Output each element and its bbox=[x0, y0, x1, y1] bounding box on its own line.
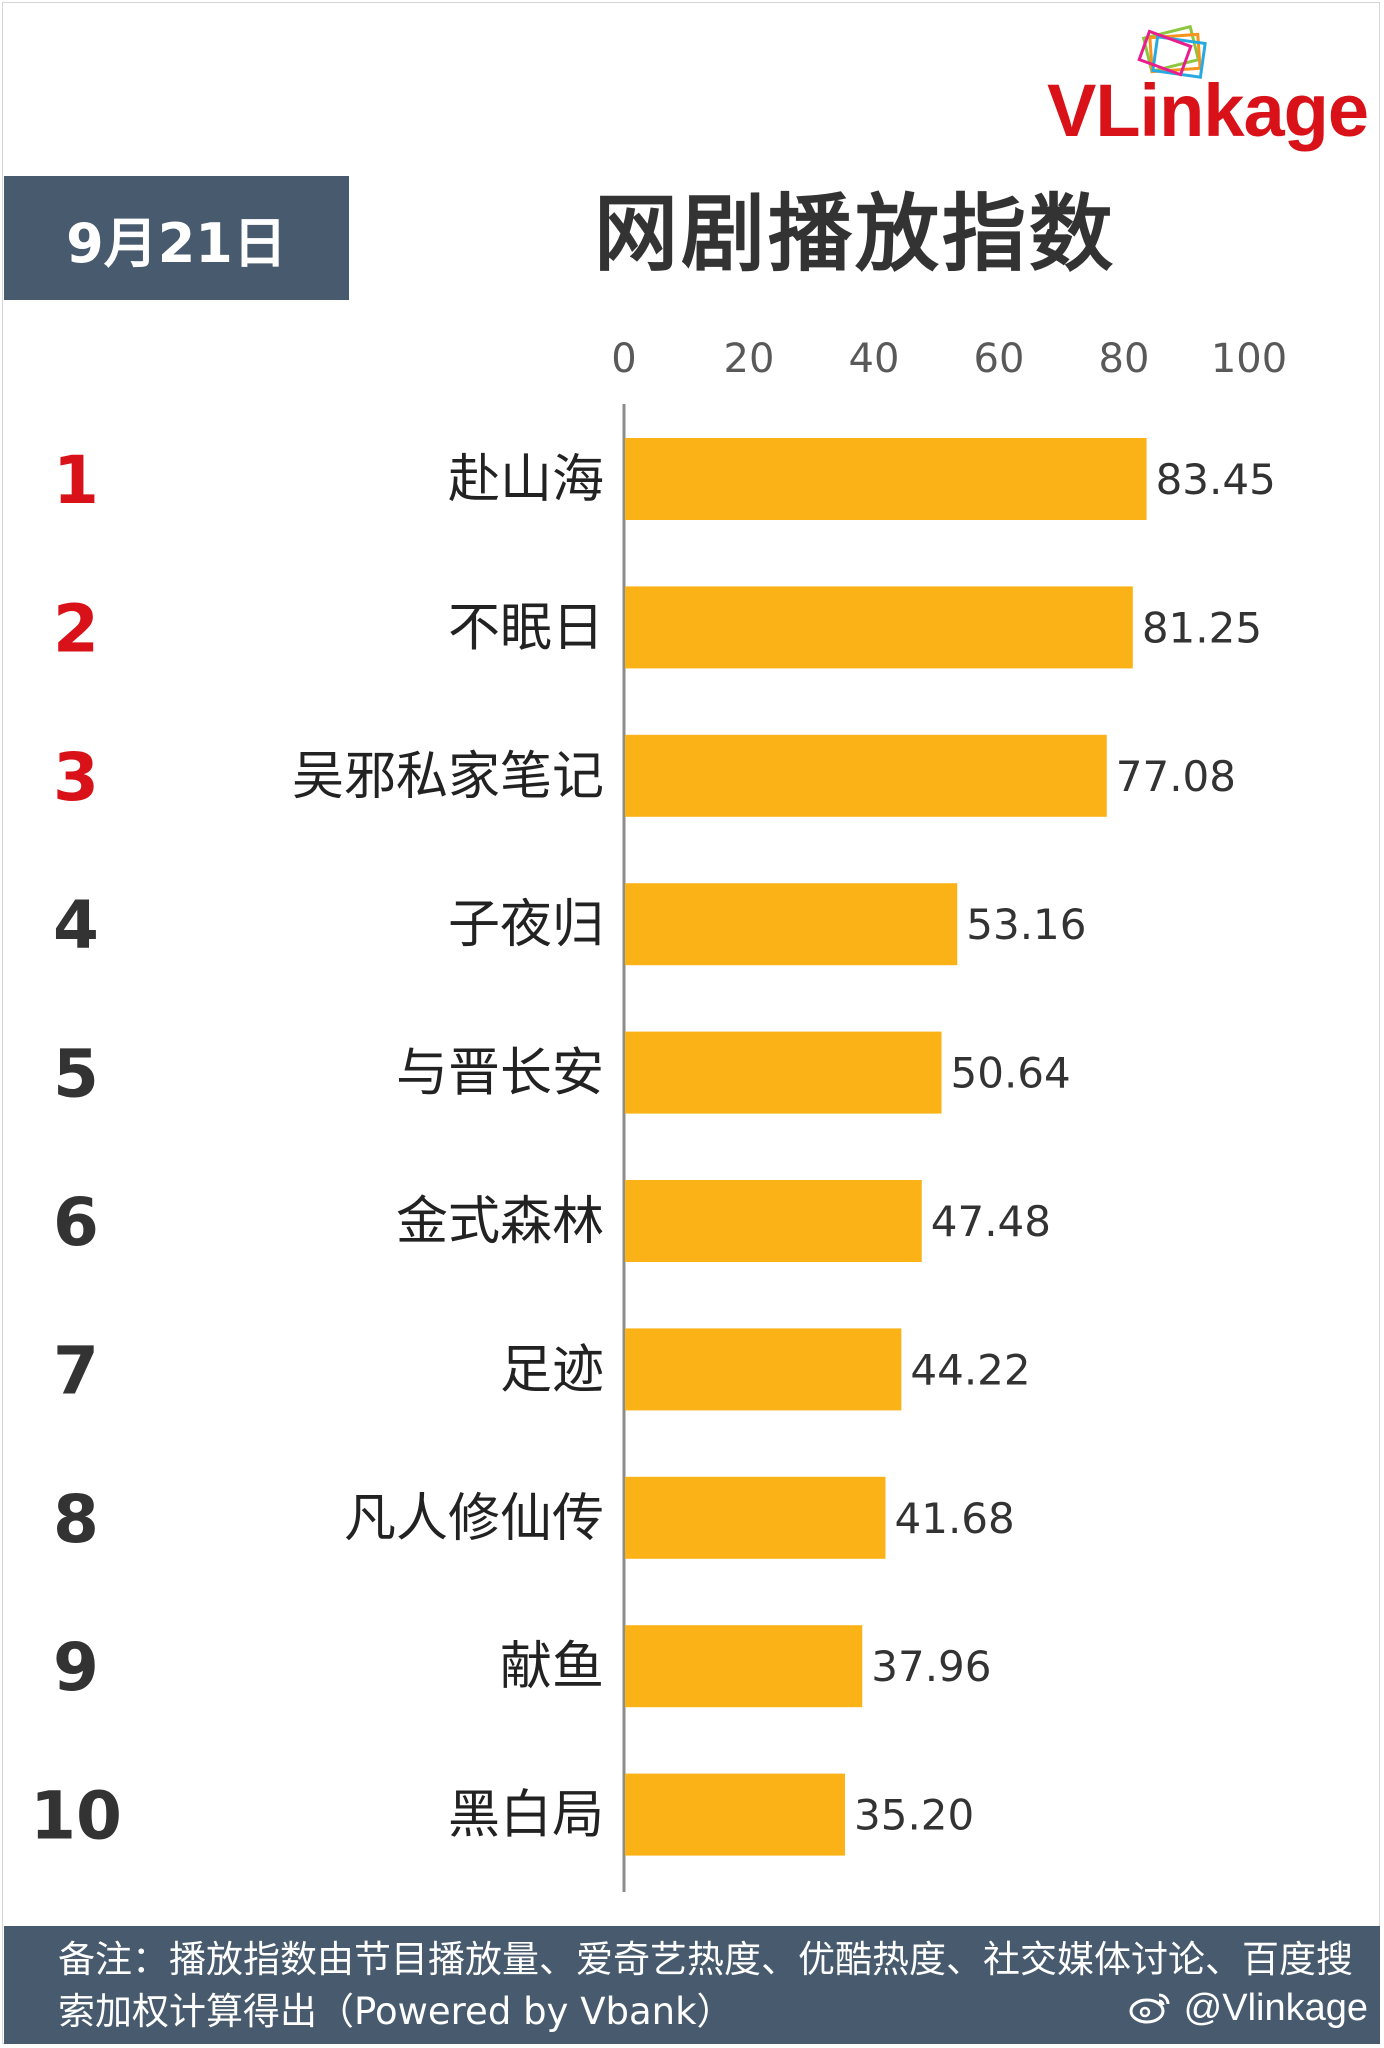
value-label: 37.96 bbox=[871, 1642, 991, 1691]
category-label: 金式森林 bbox=[396, 1192, 604, 1252]
category-label: 吴邪私家笔记 bbox=[292, 747, 604, 807]
rank-number: 9 bbox=[53, 1629, 99, 1706]
x-tick-label: 20 bbox=[724, 336, 775, 382]
footer-note-bar: 备注：播放指数由节目播放量、爱奇艺热度、优酷热度、社交媒体讨论、百度搜索加权计算… bbox=[4, 1926, 1380, 2044]
bar bbox=[625, 883, 958, 966]
category-label: 凡人修仙传 bbox=[344, 1489, 604, 1549]
value-label: 41.68 bbox=[895, 1494, 1015, 1543]
value-label: 44.22 bbox=[910, 1345, 1030, 1394]
footer-note: 备注：播放指数由节目播放量、爱奇艺热度、优酷热度、社交媒体讨论、百度搜索加权计算… bbox=[58, 1938, 1353, 2033]
rank-number: 10 bbox=[30, 1778, 122, 1855]
rank-number: 5 bbox=[53, 1036, 99, 1113]
value-label: 53.16 bbox=[966, 900, 1086, 949]
x-tick-label: 0 bbox=[611, 336, 636, 382]
category-label: 不眠日 bbox=[448, 598, 604, 658]
bar bbox=[625, 586, 1133, 669]
bar bbox=[625, 1625, 863, 1708]
rank-number: 8 bbox=[53, 1481, 99, 1558]
rank-number: 1 bbox=[53, 442, 99, 519]
bar bbox=[625, 1031, 942, 1114]
rank-number: 2 bbox=[53, 590, 99, 667]
brand-wordmark: VLinkage bbox=[1047, 69, 1369, 152]
value-label: 83.45 bbox=[1156, 455, 1276, 504]
rank-number: 3 bbox=[53, 739, 99, 816]
date-badge: 9月21日 bbox=[4, 176, 349, 300]
category-label: 黑白局 bbox=[448, 1786, 604, 1846]
bar bbox=[625, 1476, 886, 1559]
date-label: 9月21日 bbox=[66, 211, 287, 275]
logo-cards-icon bbox=[1137, 24, 1207, 79]
bar bbox=[625, 1180, 922, 1262]
bar-chart: 0 20 40 60 80 100 83.45 赴山海 1 81.25 不眠日 2 77.08 吴邪私家笔… bbox=[30, 336, 1287, 1892]
category-label: 与晋长安 bbox=[396, 1044, 604, 1104]
rank-number: 7 bbox=[53, 1332, 99, 1409]
value-label: 35.20 bbox=[854, 1791, 974, 1840]
value-label: 50.64 bbox=[951, 1049, 1071, 1098]
watermark-handle: @Vlinkage bbox=[1183, 1987, 1368, 2029]
x-tick-label: 100 bbox=[1211, 336, 1287, 382]
bar bbox=[625, 1328, 902, 1411]
x-tick-label: 60 bbox=[974, 336, 1025, 382]
chart-title: 网剧播放指数 bbox=[593, 185, 1116, 283]
weibo-watermark: @Vlinkage bbox=[1129, 1982, 1368, 2034]
bar bbox=[625, 734, 1107, 817]
category-label: 献鱼 bbox=[500, 1637, 604, 1697]
value-label: 81.25 bbox=[1142, 603, 1262, 652]
weibo-icon bbox=[1129, 1993, 1170, 2024]
category-label: 赴山海 bbox=[448, 450, 604, 510]
bar bbox=[625, 438, 1147, 520]
x-tick-label: 80 bbox=[1099, 336, 1150, 382]
rank-number: 6 bbox=[53, 1184, 99, 1261]
x-tick-label: 40 bbox=[849, 336, 900, 382]
category-label: 足迹 bbox=[500, 1340, 604, 1400]
value-label: 47.48 bbox=[931, 1197, 1051, 1246]
category-label: 子夜归 bbox=[448, 895, 604, 955]
bar bbox=[625, 1773, 845, 1856]
vlinkage-logo: VLinkage bbox=[1047, 24, 1378, 154]
value-label: 77.08 bbox=[1116, 752, 1236, 801]
rank-number: 4 bbox=[53, 887, 99, 964]
